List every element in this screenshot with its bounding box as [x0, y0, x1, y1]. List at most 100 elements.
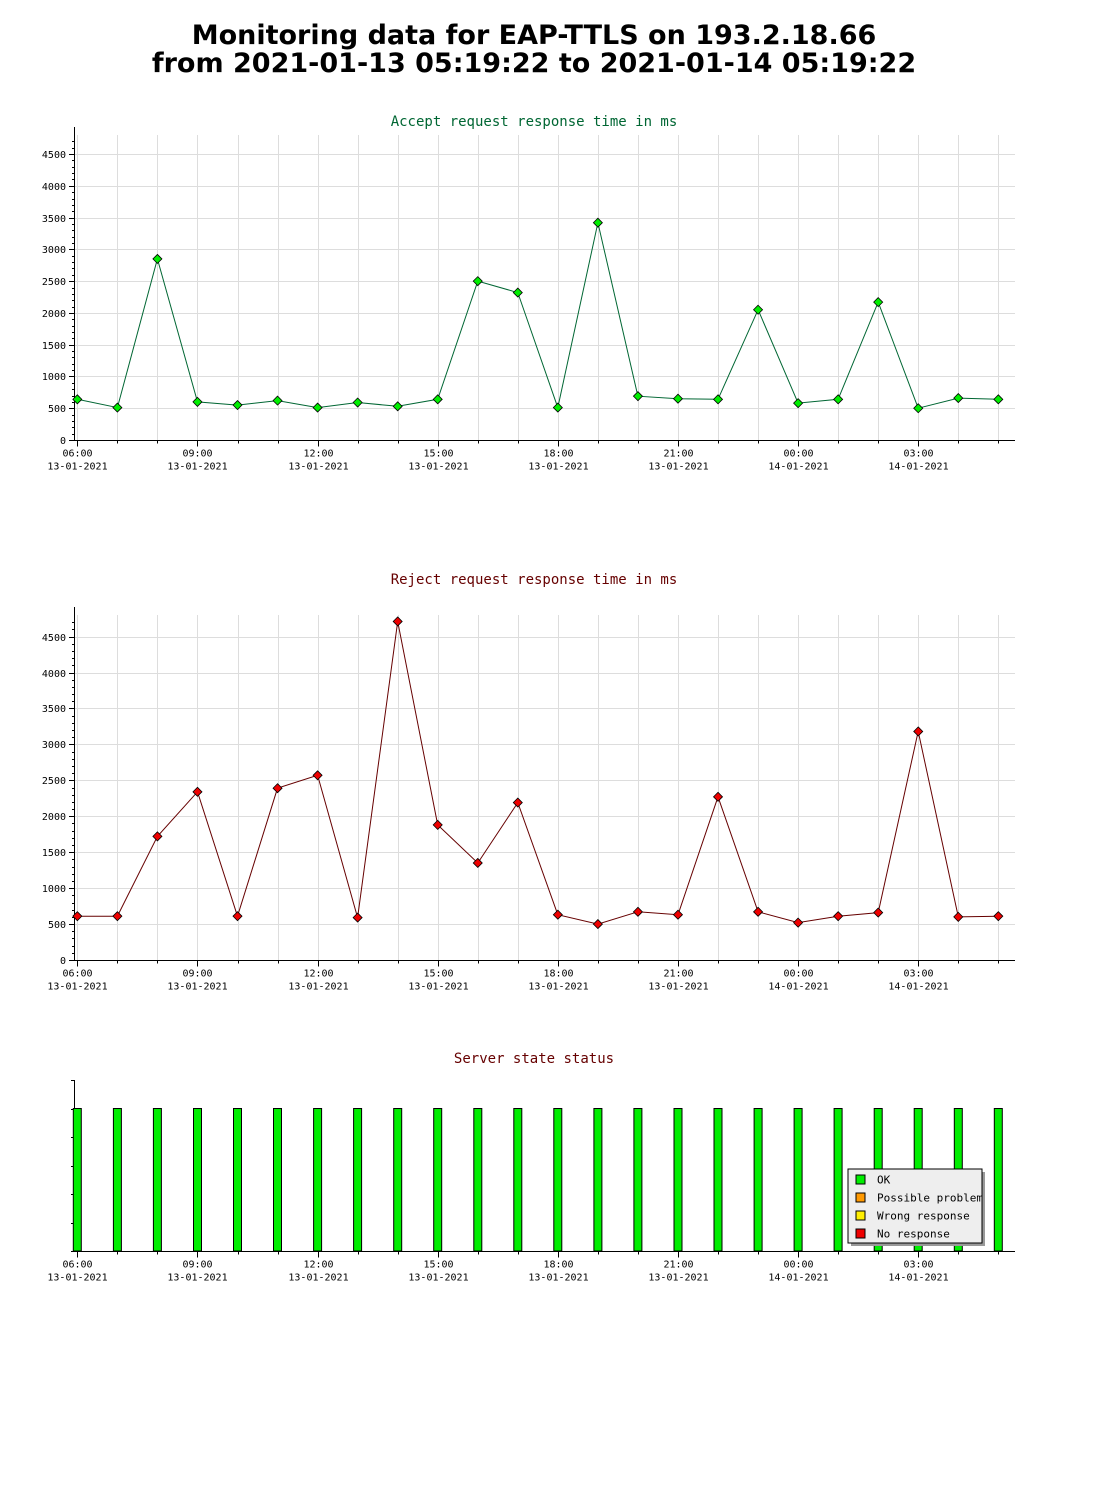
x-tick-time-label: 00:00	[783, 1260, 813, 1271]
y-tick-label: 4000	[42, 669, 66, 680]
server-status-chart: Server state status 06:00 13-01-2021 09:00…	[47, 1051, 1015, 1284]
data-point-marker	[192, 786, 203, 797]
x-tick-time-label: 18:00	[543, 449, 573, 460]
x-tick-date-label: 14-01-2021	[768, 1273, 828, 1284]
data-point-marker	[472, 857, 483, 869]
y-tick-label: 1000	[42, 372, 66, 383]
x-tick-time-label: 03:00	[903, 969, 933, 980]
status-bar	[193, 1108, 202, 1252]
status-bar	[152, 1108, 162, 1252]
y-tick-label: 0	[60, 436, 66, 447]
data-point-marker	[472, 276, 483, 287]
legend-swatch-possible-problem	[855, 1192, 866, 1203]
x-tick-time-label: 09:00	[182, 449, 212, 460]
x-tick-date-label: 13-01-2021	[288, 462, 348, 473]
x-tick-date-label: 14-01-2021	[768, 462, 828, 473]
status-bar	[353, 1108, 363, 1252]
data-point-marker	[232, 911, 243, 922]
x-tick-time-label: 09:00	[182, 969, 212, 980]
page-title-line1: Monitoring data for EAP-TTLS on 193.2.18…	[191, 20, 877, 51]
data-point-marker	[993, 394, 1004, 405]
data-point-marker	[232, 399, 243, 411]
data-point-marker	[432, 394, 443, 405]
data-point-marker	[512, 797, 523, 808]
data-point-marker	[873, 907, 884, 918]
x-tick-time-label: 00:00	[783, 969, 813, 980]
x-tick-date-label: 14-01-2021	[888, 982, 948, 993]
x-tick-time-label: 21:00	[663, 1260, 693, 1271]
x-tick-time-label: 03:00	[903, 449, 933, 460]
x-tick-date-label: 13-01-2021	[648, 462, 708, 473]
x-tick-date-label: 13-01-2021	[47, 462, 107, 473]
x-tick-date-label: 13-01-2021	[47, 982, 107, 993]
data-point-marker	[953, 911, 964, 922]
data-point-marker	[352, 912, 363, 923]
x-tick-date-label: 13-01-2021	[408, 982, 468, 993]
x-tick-time-label: 12:00	[303, 969, 333, 980]
data-point-marker	[72, 911, 83, 922]
status-bar	[833, 1108, 843, 1252]
status-bar	[673, 1108, 683, 1252]
data-point-marker	[953, 392, 964, 404]
x-tick-date-label: 13-01-2021	[288, 1273, 348, 1284]
data-point-marker	[152, 831, 163, 842]
y-tick-label: 2500	[42, 776, 66, 787]
x-tick-time-label: 18:00	[543, 1260, 573, 1271]
accept-response-chart: Accept request response time in ms 0 500 1…	[42, 114, 1015, 473]
x-tick-date-label: 14-01-2021	[888, 1273, 948, 1284]
x-tick-date-label: 14-01-2021	[768, 982, 828, 993]
x-tick-time-label: 21:00	[663, 969, 693, 980]
status-bar	[313, 1108, 323, 1252]
x-tick-date-label: 13-01-2021	[528, 1273, 588, 1284]
y-tick-label: 3000	[42, 740, 66, 751]
status-bar	[633, 1108, 643, 1252]
x-tick-time-label: 21:00	[663, 449, 693, 460]
series-line	[77, 222, 999, 410]
legend-swatch-wrong-response	[855, 1210, 866, 1221]
x-tick-date-label: 13-01-2021	[648, 982, 708, 993]
data-point-marker	[312, 402, 323, 413]
x-tick-date-label: 13-01-2021	[288, 982, 348, 993]
legend-swatch-no-response	[855, 1228, 866, 1239]
data-point-marker	[913, 403, 924, 414]
legend-label-possible-problem: Possible problem	[877, 1192, 983, 1205]
data-point-marker	[152, 253, 163, 264]
x-tick-time-label: 06:00	[62, 969, 92, 980]
data-point-marker	[672, 909, 684, 920]
y-tick-label: 2000	[42, 812, 66, 823]
y-tick-label: 4500	[42, 150, 66, 161]
data-point-marker	[793, 398, 804, 409]
y-tick-label: 3000	[42, 245, 66, 256]
data-point-marker	[833, 911, 844, 922]
x-tick-date-label: 13-01-2021	[648, 1273, 708, 1284]
page-title: Monitoring data for EAP-TTLS on 193.2.18…	[0, 22, 1068, 78]
x-tick-date-label: 13-01-2021	[167, 982, 227, 993]
x-tick-date-label: 14-01-2021	[888, 462, 948, 473]
x-tick-time-label: 15:00	[423, 449, 453, 460]
x-tick-time-label: 06:00	[62, 449, 92, 460]
y-tick-label: 4500	[42, 633, 66, 644]
data-point-marker	[833, 394, 844, 405]
reject-chart-title: Reject request response time in ms	[391, 572, 678, 588]
x-tick-date-label: 13-01-2021	[408, 1273, 468, 1284]
x-tick-date-label: 13-01-2021	[408, 462, 468, 473]
status-bar	[753, 1108, 763, 1252]
data-point-marker	[712, 791, 724, 802]
legend-box	[847, 1168, 983, 1244]
legend-label-ok: OK	[877, 1174, 891, 1187]
data-point-marker	[112, 402, 123, 413]
data-point-marker	[512, 287, 523, 298]
status-bar	[273, 1108, 282, 1252]
data-point-marker	[72, 394, 83, 405]
data-point-marker	[272, 395, 283, 406]
y-tick-label: 0	[60, 956, 66, 967]
data-point-marker	[592, 918, 603, 930]
status-bar	[713, 1108, 723, 1252]
x-tick-date-label: 13-01-2021	[167, 462, 227, 473]
status-bar	[393, 1108, 403, 1252]
x-tick-date-label: 13-01-2021	[167, 1273, 227, 1284]
y-tick-label: 1500	[42, 341, 66, 352]
legend-swatch-ok	[855, 1174, 866, 1185]
series-line	[77, 621, 999, 925]
x-tick-date-label: 13-01-2021	[528, 462, 588, 473]
